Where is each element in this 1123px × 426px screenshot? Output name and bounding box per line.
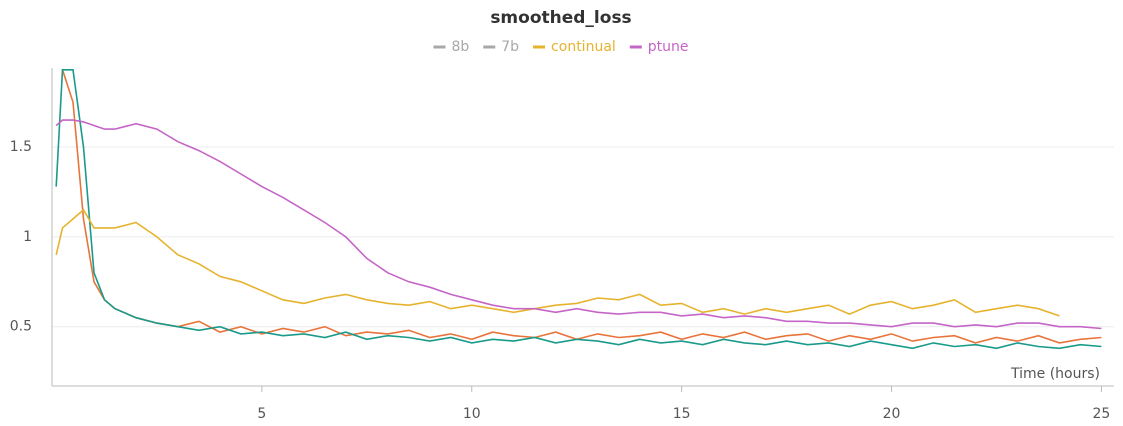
x-tick-label: 25: [1092, 406, 1110, 422]
y-tick-label: 1.5: [10, 139, 32, 155]
y-tick-label: 0.5: [10, 319, 32, 335]
x-tick-label: 20: [883, 406, 901, 422]
y-tick-label: 1: [23, 229, 32, 245]
x-tick-label: 15: [673, 406, 691, 422]
x-tick-label: 10: [463, 406, 481, 422]
series-line: [55, 208, 1060, 317]
chart-title: smoothed_loss: [490, 8, 631, 28]
legend-label: continual: [551, 39, 616, 55]
x-axis-label: Time (hours): [1010, 366, 1100, 382]
legend: 8b 7b continual ptune: [433, 39, 689, 55]
legend-label: 8b: [451, 39, 469, 55]
legend-label: ptune: [648, 39, 689, 55]
legend-label: 7b: [501, 39, 519, 55]
series-line: [55, 69, 1102, 350]
series-line: [61, 69, 1102, 344]
series-line: [55, 119, 1102, 330]
x-tick-label: 5: [257, 406, 266, 422]
